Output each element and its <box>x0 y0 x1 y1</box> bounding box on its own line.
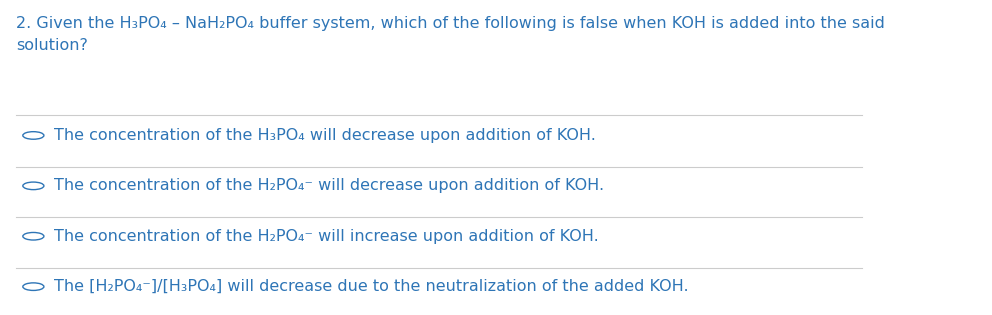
Text: The concentration of the H₂PO₄⁻ will decrease upon addition of KOH.: The concentration of the H₂PO₄⁻ will dec… <box>55 178 604 193</box>
Text: The concentration of the H₂PO₄⁻ will increase upon addition of KOH.: The concentration of the H₂PO₄⁻ will inc… <box>55 229 599 244</box>
Text: The [H₂PO₄⁻]/[H₃PO₄] will decrease due to the neutralization of the added KOH.: The [H₂PO₄⁻]/[H₃PO₄] will decrease due t… <box>55 279 689 294</box>
Text: The concentration of the H₃PO₄ will decrease upon addition of KOH.: The concentration of the H₃PO₄ will decr… <box>55 128 596 143</box>
Text: 2. Given the H₃PO₄ – NaH₂PO₄ buffer system, which of the following is false when: 2. Given the H₃PO₄ – NaH₂PO₄ buffer syst… <box>16 16 885 53</box>
